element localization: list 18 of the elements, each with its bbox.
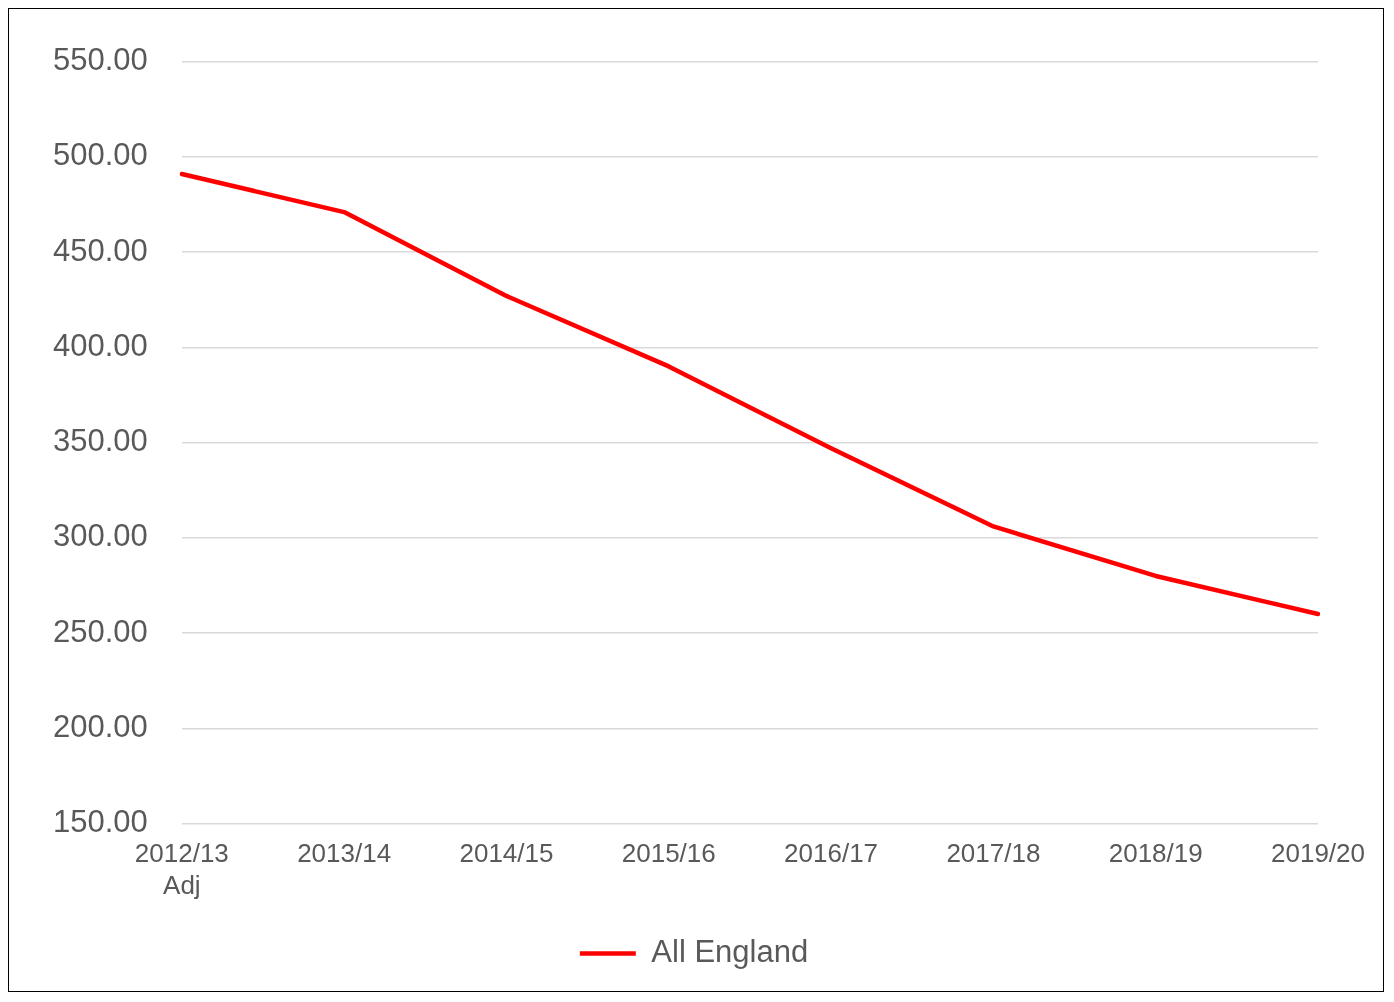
y-tick-label: 500.00 [52, 137, 148, 173]
x-tick-label: 2016/17 [784, 838, 879, 869]
x-tick-label: 2019/20 [1271, 838, 1365, 869]
y-tick-label: 150.00 [52, 804, 148, 840]
y-tick-label: 400.00 [52, 327, 148, 363]
x-tick-label: 2018/19 [1108, 838, 1203, 869]
x-tick-label: 2015/16 [621, 838, 716, 869]
x-tick-label: 2017/18 [946, 838, 1041, 869]
y-tick-label: 300.00 [52, 518, 148, 554]
x-tick-label: 2014/15 [459, 838, 554, 869]
y-tick-label: 250.00 [52, 613, 148, 649]
x-tick-label: 2012/13 Adj [134, 838, 229, 900]
y-tick-label: 550.00 [52, 42, 148, 78]
y-tick-label: 200.00 [52, 708, 148, 744]
x-tick-label: 2013/14 [297, 838, 392, 869]
y-tick-label: 350.00 [52, 423, 148, 459]
y-tick-label: 450.00 [52, 232, 148, 268]
legend-label: All England [651, 934, 809, 970]
